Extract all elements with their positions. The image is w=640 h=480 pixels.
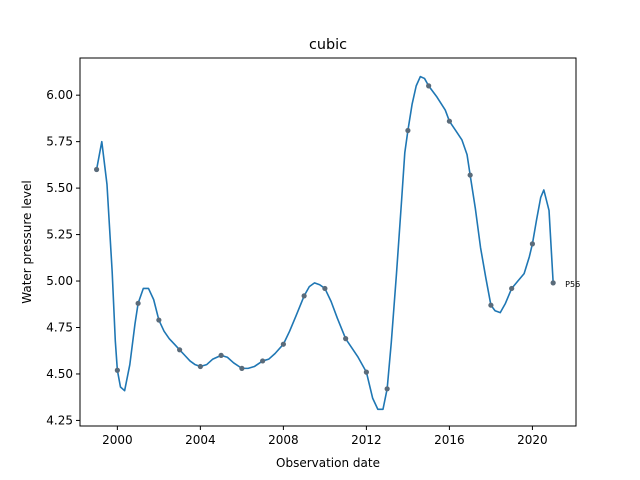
data-point — [94, 166, 100, 173]
y-tick-label: 6.00 — [46, 88, 73, 102]
y-tick-label: 5.00 — [46, 274, 73, 288]
data-point — [509, 285, 515, 292]
data-point — [239, 365, 245, 371]
data-point — [301, 293, 307, 299]
data-point — [135, 300, 141, 306]
data-point — [218, 352, 224, 358]
data-point — [384, 386, 390, 392]
y-tick-label: 4.25 — [46, 413, 73, 427]
x-tick-label: 2012 — [351, 433, 382, 447]
x-tick-label: 2020 — [517, 433, 548, 447]
chart-title: cubic — [309, 37, 347, 53]
y-tick-label: 4.50 — [46, 367, 73, 381]
data-point — [405, 127, 411, 134]
y-tick-label: 5.75 — [46, 135, 73, 149]
y-axis-label: Water pressure level — [20, 180, 34, 303]
data-point — [114, 367, 120, 373]
x-axis-label: Observation date — [276, 456, 380, 470]
x-tick-label: 2004 — [185, 433, 216, 447]
annotation-layer: P56 — [565, 280, 580, 289]
data-point — [467, 172, 473, 178]
x-axis: 2000 2004 2008 2012 2016 2020 — [102, 426, 548, 447]
y-tick-label: 5.25 — [46, 228, 73, 242]
data-point — [426, 83, 432, 89]
x-tick-label: 2000 — [102, 433, 133, 447]
x-tick-label: 2016 — [434, 433, 465, 447]
data-point — [260, 358, 266, 364]
y-axis: 4.25 4.50 4.75 5.00 5.25 5.50 5.75 6.00 — [46, 88, 80, 427]
data-point — [156, 317, 162, 323]
data-point — [488, 302, 494, 308]
data-point — [197, 363, 203, 370]
data-point — [322, 285, 328, 292]
y-tick-label: 4.75 — [46, 320, 73, 334]
plot-frame — [79, 57, 577, 427]
x-tick-label: 2008 — [268, 433, 299, 447]
data-point — [446, 118, 453, 124]
data-point — [280, 341, 286, 347]
data-point — [529, 241, 536, 247]
data-point — [177, 347, 183, 353]
data-point — [343, 336, 349, 342]
y-tick-label: 5.50 — [46, 181, 73, 195]
series-layer — [94, 75, 556, 411]
series-label: P56 — [565, 280, 580, 289]
data-point — [363, 369, 369, 375]
data-point — [550, 280, 556, 286]
